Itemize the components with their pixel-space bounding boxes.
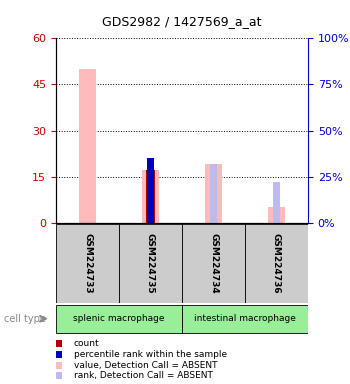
Bar — [182, 305, 308, 333]
Text: intestinal macrophage: intestinal macrophage — [194, 314, 296, 323]
Bar — [119, 223, 182, 303]
Bar — [56, 223, 119, 303]
Bar — [79, 69, 96, 223]
Bar — [245, 223, 308, 303]
Text: rank, Detection Call = ABSENT: rank, Detection Call = ABSENT — [74, 371, 212, 381]
Bar — [182, 223, 245, 303]
Bar — [210, 164, 217, 223]
Text: percentile rank within the sample: percentile rank within the sample — [74, 350, 227, 359]
Bar — [273, 182, 280, 223]
Bar — [142, 170, 159, 223]
Bar — [56, 305, 182, 333]
Bar — [146, 170, 155, 223]
Text: GDS2982 / 1427569_a_at: GDS2982 / 1427569_a_at — [102, 15, 262, 28]
Text: value, Detection Call = ABSENT: value, Detection Call = ABSENT — [74, 361, 217, 370]
Text: GSM224735: GSM224735 — [146, 233, 155, 293]
Text: GSM224736: GSM224736 — [272, 233, 281, 293]
Text: splenic macrophage: splenic macrophage — [73, 314, 165, 323]
Text: count: count — [74, 339, 99, 348]
Text: cell type: cell type — [4, 314, 46, 324]
Bar — [268, 207, 285, 223]
Bar — [205, 164, 222, 223]
Text: GSM224734: GSM224734 — [209, 233, 218, 293]
Text: GSM224733: GSM224733 — [83, 233, 92, 293]
Bar — [147, 158, 154, 223]
